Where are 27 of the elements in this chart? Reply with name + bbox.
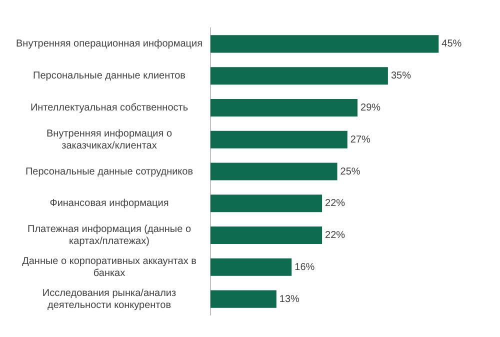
data-label: 45%: [442, 38, 462, 50]
data-label: 16%: [294, 262, 315, 273]
bar: [210, 258, 292, 276]
data-label: 22%: [325, 230, 346, 242]
y-tick-label: Внутренняя операционная информация: [16, 38, 203, 50]
y-tick-label: Финансовая информация: [50, 198, 169, 210]
y-tick-label: Исследования рынка/анализ деятельности конкурентов: [42, 288, 177, 311]
y-tick-label: Персональные данные сотрудников: [25, 166, 194, 178]
bar: [210, 226, 322, 244]
bar: [210, 162, 338, 180]
bar: [210, 130, 348, 148]
y-tick-label: Персональные данные клиентов: [33, 70, 186, 82]
bar: [210, 194, 322, 212]
bar: [210, 67, 388, 85]
data-label: 22%: [325, 198, 346, 210]
data-label: 35%: [390, 70, 412, 82]
bar: [210, 35, 439, 53]
y-tick-label: Интеллектуальная собственность: [30, 102, 188, 114]
y-tick-label: Платежная информация (данные о картах/платежах): [27, 224, 192, 248]
y-tick-label: Внутренняя информация о заказчиках/клиентах: [46, 128, 172, 152]
data-label: 27%: [350, 134, 371, 146]
data-label: 29%: [360, 102, 381, 114]
data-label: 13%: [279, 294, 300, 305]
data-label: 25%: [340, 166, 360, 178]
bar: [210, 290, 276, 308]
y-tick-label: Данные о корпоративных аккаунтах в банках: [22, 256, 196, 279]
bar: [210, 98, 358, 116]
